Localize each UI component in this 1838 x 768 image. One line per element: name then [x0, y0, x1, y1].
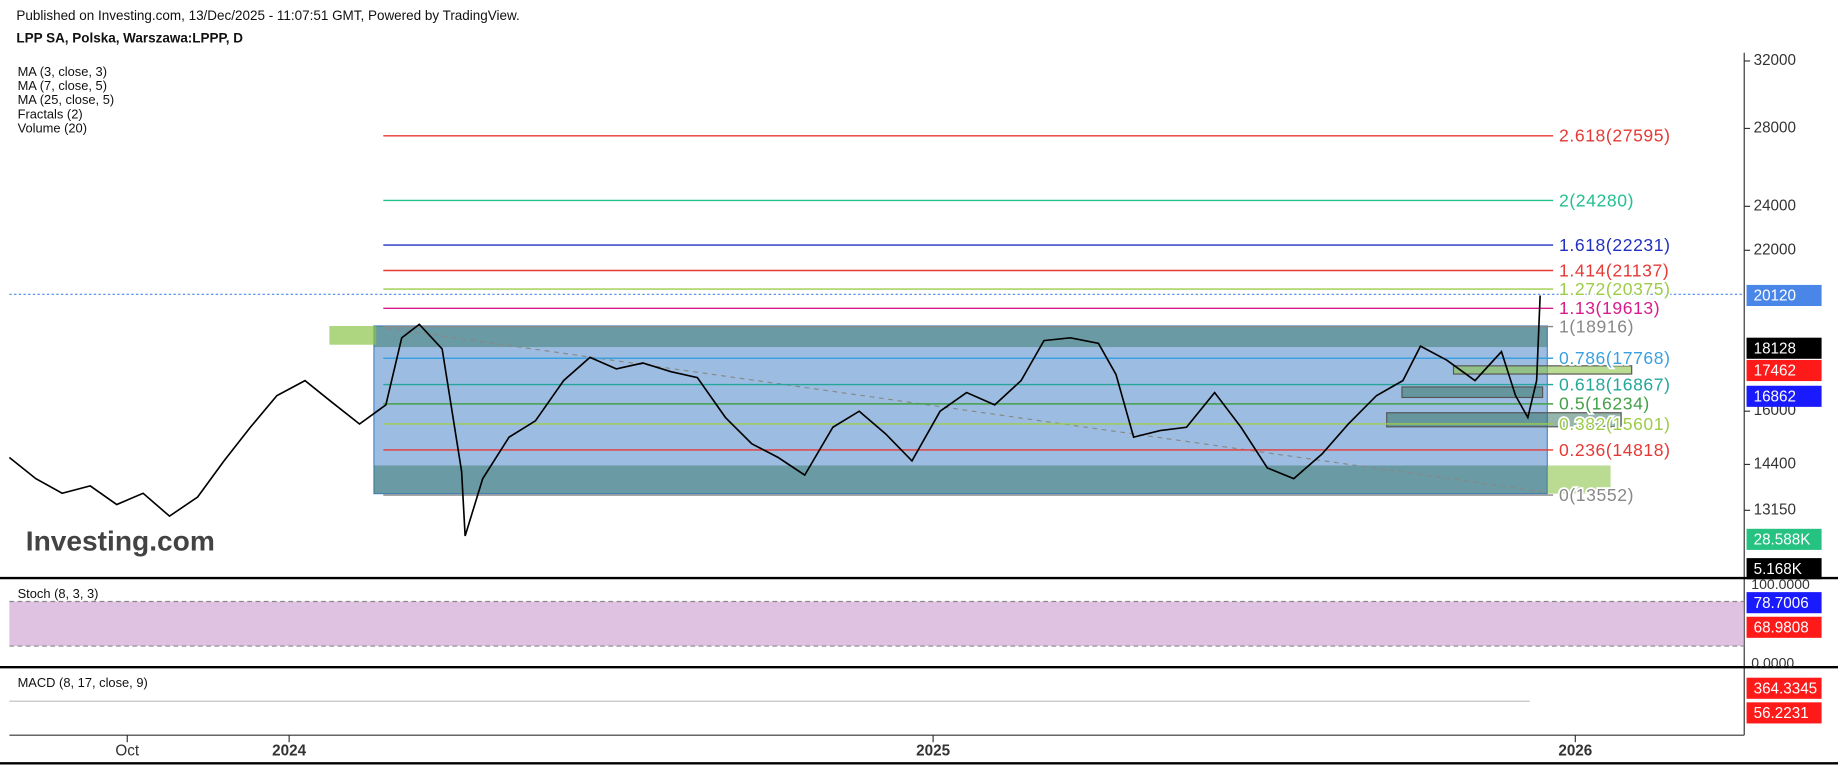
price-tag: 16862: [1754, 389, 1796, 406]
fib-label: 0.786(17768): [1559, 348, 1671, 368]
price-tag-bg: [1746, 359, 1822, 382]
fib-label: 2(24280): [1559, 190, 1634, 210]
x-tick-label: 2026: [1558, 743, 1592, 760]
fib-label: 0.382(15601): [1559, 414, 1671, 434]
fib-label: 0(13552): [1559, 485, 1634, 505]
stoch-tick-label: 0.0000: [1751, 654, 1794, 670]
zone: [1452, 365, 1633, 375]
x-tick-label: 2024: [272, 743, 306, 760]
x-tick-label: Oct: [115, 743, 139, 760]
support-zone: [373, 465, 1548, 494]
range-box: [373, 325, 1548, 495]
fib-label: 0.236(14818): [1559, 440, 1671, 460]
stoch-band: [9, 601, 1745, 647]
price-tag-bg: [1746, 337, 1822, 359]
price-tag-bg: [1746, 284, 1822, 307]
y-tick-label: 32000: [1754, 52, 1796, 69]
volume-tag: 5.168K: [1754, 561, 1802, 578]
macd-tag-bg: [1746, 702, 1822, 724]
indicator: Fractals (2): [18, 106, 83, 121]
resistance-zone: [373, 325, 1548, 348]
zone: [329, 325, 377, 345]
macd-tag: 56.2231: [1754, 705, 1809, 722]
fib-label: 1.272(20375): [1559, 279, 1671, 299]
fib-label: 0.618(16867): [1559, 374, 1671, 394]
fib-label: 1(18916): [1559, 316, 1634, 336]
stoch-tick-label: 100.0000: [1751, 576, 1810, 592]
symbol-title: LPP SA, Polska, Warszawa:LPPP, D: [16, 30, 243, 45]
volume-tag-bg: [1746, 558, 1822, 580]
macd-title: MACD (8, 17, close, 9): [18, 675, 148, 690]
fib-label: 1.414(21137): [1559, 260, 1669, 280]
stoch-tag: 78.7006: [1754, 595, 1809, 612]
stoch-tag-bg: [1746, 616, 1822, 638]
zone: [1547, 465, 1611, 494]
indicator: MA (3, close, 3): [18, 64, 107, 79]
price-tag: 17462: [1754, 363, 1796, 380]
price-line: [8, 295, 1541, 537]
fib-label: 1.618(22231): [1559, 235, 1671, 255]
indicator: MA (25, close, 5): [18, 92, 115, 107]
y-tick-label: 13150: [1754, 501, 1796, 518]
macd-tag-bg: [1746, 677, 1822, 699]
trend-line: [386, 327, 1548, 494]
x-tick-label: 2025: [916, 743, 950, 760]
price-tag-bg: [1746, 385, 1822, 407]
fib-label: 2.618(27595): [1559, 126, 1671, 146]
y-tick-label: 14400: [1754, 455, 1796, 472]
y-tick-label: 24000: [1754, 197, 1796, 214]
fib-label: 0.5(16234): [1559, 394, 1650, 414]
stoch-tag: 68.9808: [1754, 620, 1809, 637]
price-tag: 20120: [1754, 288, 1796, 305]
volume-tag-bg: [1746, 528, 1822, 550]
published-note: Published on Investing.com, 13/Dec/2025 …: [16, 8, 519, 23]
watermark: Investing.com: [26, 525, 215, 556]
y-tick-label: 22000: [1754, 241, 1796, 258]
indicator: MA (7, close, 5): [18, 78, 107, 93]
fib-label: 1.13(19613): [1559, 298, 1660, 318]
indicator: Volume (20): [18, 120, 87, 135]
macd-tag: 364.3345: [1754, 680, 1818, 697]
y-tick-label: 28000: [1754, 119, 1796, 136]
stoch-tag-bg: [1746, 592, 1822, 614]
zone: [1401, 386, 1544, 399]
stoch-title: Stoch (8, 3, 3): [18, 586, 99, 601]
price-tag: 18128: [1754, 340, 1796, 357]
volume-tag: 28.588K: [1754, 532, 1811, 549]
